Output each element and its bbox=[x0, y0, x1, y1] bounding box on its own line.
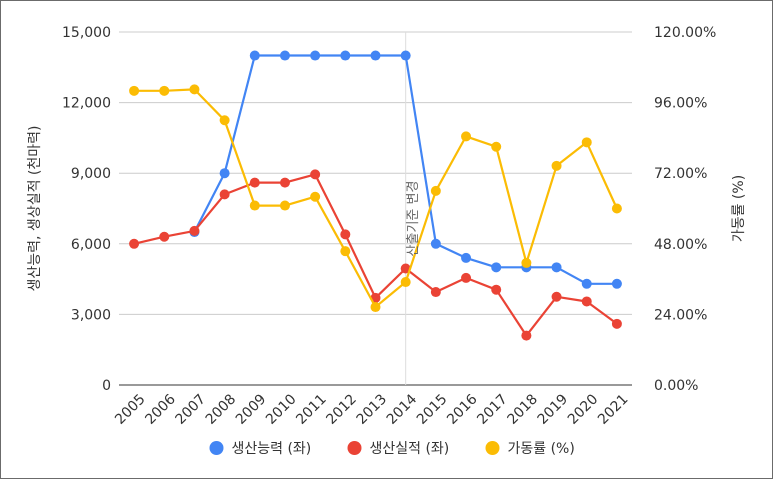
data-point bbox=[491, 141, 502, 152]
legend: 생산능력 (좌) 생산실적 (좌) 가동률 (%) bbox=[209, 441, 575, 457]
legend-label: 생산실적 (좌) bbox=[370, 441, 450, 457]
x-tick-label: 2019 bbox=[535, 391, 572, 428]
data-point bbox=[551, 160, 562, 171]
x-tick-label: 2021 bbox=[595, 391, 632, 428]
y-tick-label: 15,000 bbox=[62, 25, 111, 41]
legend-marker bbox=[347, 441, 362, 455]
x-tick-label: 2010 bbox=[263, 391, 300, 428]
data-point bbox=[611, 278, 622, 289]
data-point bbox=[340, 229, 351, 240]
data-point bbox=[400, 50, 411, 61]
x-tick-label: 2005 bbox=[112, 391, 149, 428]
data-point bbox=[249, 50, 260, 61]
data-point bbox=[340, 246, 351, 257]
y2-tick-label: 72.00% bbox=[654, 166, 707, 182]
grid-lines bbox=[119, 31, 632, 386]
data-point bbox=[129, 85, 140, 96]
y-tick-label: 3,000 bbox=[71, 307, 111, 323]
x-tick-label: 2014 bbox=[384, 391, 421, 428]
y-tick-label: 9,000 bbox=[71, 166, 111, 182]
data-point bbox=[611, 318, 622, 329]
y2-tick-label: 48.00% bbox=[654, 237, 707, 253]
data-point bbox=[461, 272, 472, 283]
data-point bbox=[249, 177, 260, 188]
data-point bbox=[129, 238, 140, 249]
data-point bbox=[400, 277, 411, 288]
data-point bbox=[340, 50, 351, 61]
legend-item: 생산능력 (좌) bbox=[209, 441, 312, 457]
data-point bbox=[581, 296, 592, 307]
y-tick-label: 6,000 bbox=[71, 237, 111, 253]
data-point bbox=[461, 252, 472, 263]
x-axis-ticks: 2005200620072008200920102011201220132014… bbox=[112, 391, 631, 428]
data-point bbox=[310, 169, 321, 180]
x-tick-label: 2012 bbox=[323, 391, 360, 428]
x-tick-label: 2016 bbox=[444, 391, 481, 428]
data-point bbox=[189, 84, 200, 95]
x-tick-label: 2007 bbox=[173, 391, 210, 428]
data-point bbox=[159, 231, 170, 242]
data-point bbox=[430, 238, 441, 249]
data-point bbox=[219, 189, 230, 200]
data-point bbox=[521, 330, 532, 341]
legend-label: 가동률 (%) bbox=[508, 441, 575, 457]
x-tick-label: 2008 bbox=[203, 391, 240, 428]
data-point bbox=[219, 115, 230, 126]
y2-tick-label: 120.00% bbox=[654, 25, 716, 41]
data-point bbox=[551, 291, 562, 302]
data-point bbox=[279, 177, 290, 188]
y-axis-label: 생산능력, 생상실적 (천마력) bbox=[27, 126, 43, 292]
x-tick-label: 2015 bbox=[414, 391, 451, 428]
data-point bbox=[279, 200, 290, 211]
data-point bbox=[581, 278, 592, 289]
data-point bbox=[611, 203, 622, 214]
y2-tick-label: 96.00% bbox=[654, 96, 707, 112]
legend-label: 생산능력 (좌) bbox=[232, 441, 312, 457]
y2-tick-label: 24.00% bbox=[654, 307, 707, 323]
data-point bbox=[491, 262, 502, 273]
y-tick-label: 0 bbox=[102, 378, 111, 394]
series-1 bbox=[189, 50, 622, 289]
data-point bbox=[430, 287, 441, 298]
series-3 bbox=[129, 84, 622, 313]
data-point bbox=[581, 137, 592, 148]
series-line bbox=[134, 88, 618, 309]
data-point bbox=[430, 185, 441, 196]
series-2 bbox=[129, 169, 622, 341]
data-point bbox=[491, 284, 502, 295]
left-axis-ticks: 0 3,000 6,000 9,000 12,000 15,000 bbox=[62, 25, 111, 394]
x-tick-label: 2018 bbox=[504, 391, 541, 428]
annotation-label: 산출기준 변경 bbox=[406, 181, 421, 257]
data-point bbox=[219, 168, 230, 179]
x-tick-label: 2013 bbox=[354, 391, 391, 428]
data-point bbox=[370, 50, 381, 61]
data-point bbox=[400, 263, 411, 274]
x-tick-label: 2006 bbox=[142, 391, 179, 428]
data-point bbox=[310, 50, 321, 61]
x-tick-label: 2011 bbox=[293, 391, 330, 428]
data-point bbox=[310, 191, 321, 202]
x-tick-label: 2017 bbox=[474, 391, 511, 428]
data-point bbox=[159, 85, 170, 96]
legend-item: 생산실적 (좌) bbox=[347, 441, 450, 457]
data-point bbox=[370, 302, 381, 313]
y-tick-label: 12,000 bbox=[62, 96, 111, 112]
legend-marker bbox=[209, 441, 224, 455]
y2-axis-label: 가동률 (%) bbox=[731, 175, 747, 242]
data-point bbox=[521, 257, 532, 268]
data-point bbox=[461, 131, 472, 142]
x-tick-label: 2020 bbox=[565, 391, 602, 428]
data-point bbox=[249, 200, 260, 211]
legend-marker bbox=[485, 441, 500, 455]
y2-tick-label: 0.00% bbox=[654, 378, 698, 394]
right-axis-ticks: 0.00% 24.00% 48.00% 72.00% 96.00% 120.00% bbox=[654, 25, 716, 394]
x-tick-label: 2009 bbox=[233, 391, 270, 428]
data-point bbox=[551, 262, 562, 273]
series-layer bbox=[129, 50, 622, 341]
data-point bbox=[189, 225, 200, 236]
legend-item: 가동률 (%) bbox=[485, 441, 575, 457]
data-point bbox=[279, 50, 290, 61]
